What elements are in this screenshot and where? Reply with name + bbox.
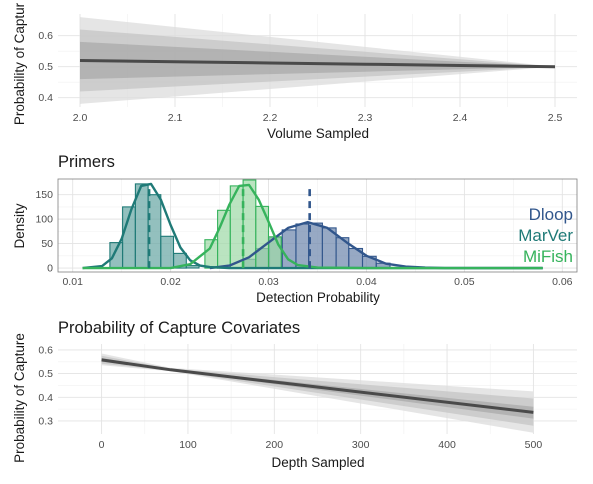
primers-histograms [109, 179, 391, 269]
volume-mean-line [79, 59, 556, 69]
primers-x-axis-title: Detection Probability [256, 290, 380, 305]
volume-x-tick-label: 2.4 [453, 112, 468, 124]
volume-y-tick-label: 0.4 [38, 92, 53, 104]
dloop-histogram-bar [295, 223, 310, 269]
marver-density-curve [82, 182, 543, 270]
legend-label-mifish: MiFish [523, 247, 573, 266]
primers-x-tick-label: 0.05 [454, 276, 475, 288]
volume-y-tick-label: 0.6 [38, 30, 53, 42]
depth-x-axis-title: Depth Sampled [271, 455, 364, 470]
primers-panel-border [57, 178, 578, 273]
mifish-density-curve [82, 183, 543, 270]
depth-y-ticks: 0.3 0.4 0.5 0.6 [38, 344, 53, 427]
primers-y-tick-label: 150 [35, 189, 53, 201]
depth-x-ticks: 0 100 200 300 400 500 [99, 439, 543, 451]
primers-y-ticks: 0 50 100 150 [35, 189, 53, 274]
primers-mean-lines [147, 185, 311, 269]
depth-x-tick-label: 200 [266, 439, 284, 451]
volume-x-tick-label: 2.3 [358, 112, 373, 124]
depth-x-tick-label: 0 [99, 439, 105, 451]
depth-x-tick-label: 500 [525, 439, 543, 451]
primers-x-tick-label: 0.03 [258, 276, 279, 288]
primers-title: Primers [58, 153, 115, 171]
depth-x-tick-label: 400 [438, 439, 456, 451]
depth-y-tick-label: 0.6 [38, 344, 53, 356]
marver-histogram-bar [109, 242, 124, 269]
primers-x-tick-label: 0.04 [356, 276, 377, 288]
volume-mean-line [79, 59, 556, 69]
volume-x-tick-label: 2.0 [73, 112, 88, 124]
volume-x-ticks: 2.0 2.1 2.2 2.3 2.4 2.5 [73, 112, 563, 124]
primers-y-tick-label: 50 [41, 238, 53, 250]
volume-ribbons [80, 17, 555, 104]
marver-histogram-bar [160, 235, 175, 269]
volume-y-ticks: 0.4 0.5 0.6 [38, 30, 53, 104]
legend-label-dloop: Dloop [529, 205, 573, 224]
volume-y-tick-label: 0.5 [38, 61, 53, 73]
depth-y-tick-label: 0.3 [38, 415, 53, 427]
depth-panel: Probability of Capture Covariates 0 100 20… [12, 319, 577, 470]
primers-x-tick-label: 0.06 [552, 276, 573, 288]
volume-x-tick-label: 2.5 [548, 112, 563, 124]
primers-y-axis-title: Density [12, 203, 27, 248]
primers-y-tick-label: 100 [35, 214, 53, 226]
volume-x-axis-title: Volume Sampled [267, 126, 369, 141]
depth-y-axis-title: Probability of Capture [12, 333, 27, 463]
depth-y-tick-label: 0.5 [38, 368, 53, 380]
volume-x-tick-label: 2.2 [263, 112, 278, 124]
depth-mean-line [101, 358, 534, 414]
volume-ribbon [80, 41, 555, 80]
primers-legend: Dloop MarVer MiFish [518, 205, 573, 266]
depth-title: Probability of Capture Covariates [58, 319, 300, 337]
volume-x-tick-label: 2.1 [168, 112, 183, 124]
primers-x-ticks: 0.01 0.02 0.03 0.04 0.05 0.06 [62, 276, 572, 288]
depth-mean-line [101, 358, 534, 414]
primers-density-curves [82, 182, 543, 270]
depth-x-tick-label: 100 [179, 439, 197, 451]
primers-panel: Primers 0.01 0.02 0.03 0.04 0.05 0.06 0 50 100 1… [12, 153, 578, 305]
primers-x-tick-label: 0.02 [160, 276, 181, 288]
primers-x-tick-label: 0.01 [62, 276, 83, 288]
depth-x-tick-label: 300 [352, 439, 370, 451]
depth-y-tick-label: 0.4 [38, 392, 53, 404]
primers-y-tick-label: 0 [47, 263, 53, 275]
marver-histogram-bar [185, 265, 200, 269]
volume-panel: 2.0 2.1 2.2 2.3 2.4 2.5 0.4 0.5 0.6 Volume Samp… [12, 2, 577, 141]
volume-y-axis-title: Probability of Captur [12, 2, 27, 125]
legend-label-marver: MarVer [518, 226, 573, 245]
